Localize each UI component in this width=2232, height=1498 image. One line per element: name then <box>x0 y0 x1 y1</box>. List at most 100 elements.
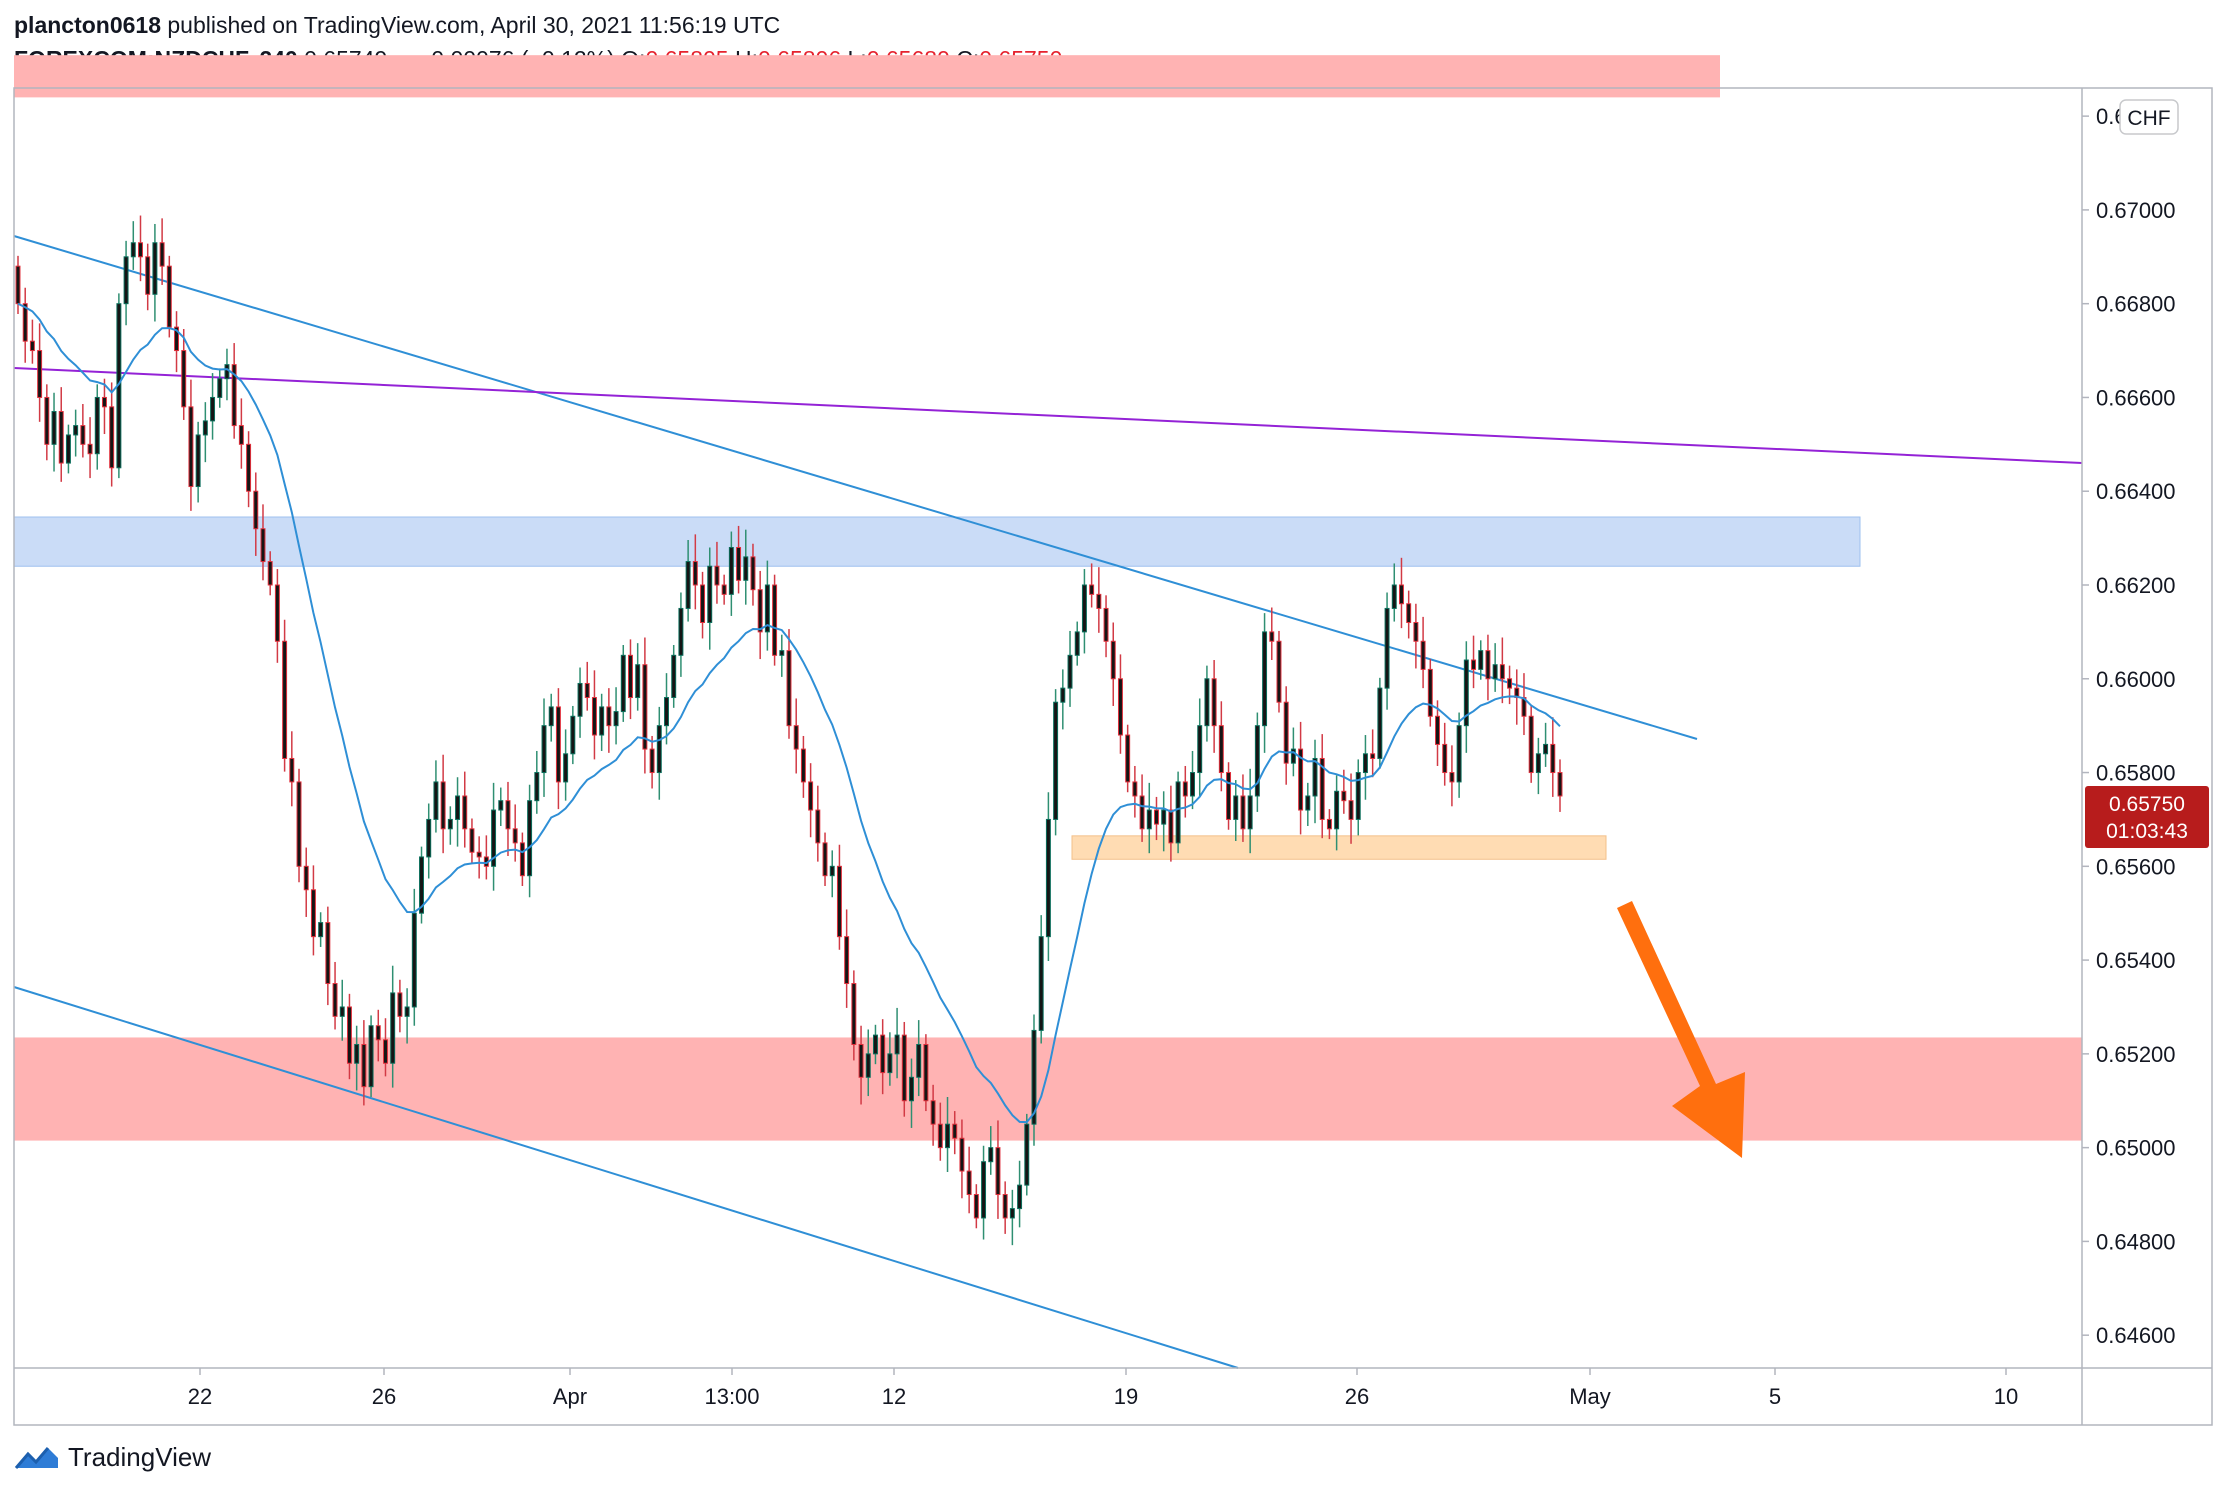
candle-body[interactable] <box>649 748 655 774</box>
candle-body[interactable] <box>1319 757 1325 820</box>
candle-body[interactable] <box>426 818 432 858</box>
candle-body[interactable] <box>1406 603 1412 624</box>
purple-trendline[interactable] <box>13 367 2083 464</box>
candle-body[interactable] <box>678 607 684 656</box>
candle-body[interactable] <box>1168 809 1174 844</box>
candle-body[interactable] <box>123 256 129 305</box>
candle-body[interactable] <box>1254 725 1260 797</box>
candle-body[interactable] <box>1420 640 1426 670</box>
candle-body[interactable] <box>591 697 597 736</box>
candle-body[interactable] <box>1211 678 1217 727</box>
candle-body[interactable] <box>101 396 107 408</box>
candle-body[interactable] <box>383 1039 388 1064</box>
candle-body[interactable] <box>966 1170 972 1196</box>
candle-body[interactable] <box>692 561 698 586</box>
upper-channel-line[interactable] <box>13 235 1698 740</box>
candle-body[interactable] <box>844 936 850 985</box>
candle-body[interactable] <box>800 748 806 783</box>
candle-body[interactable] <box>354 1043 360 1064</box>
candle-body[interactable] <box>1009 1208 1015 1219</box>
local-support-zone[interactable] <box>1071 835 1607 860</box>
candle-body[interactable] <box>1139 795 1145 830</box>
candle-body[interactable] <box>455 795 461 820</box>
candle-body[interactable] <box>1456 725 1462 783</box>
candle-body[interactable] <box>145 256 151 295</box>
candle-body[interactable] <box>411 912 417 1008</box>
candle-body[interactable] <box>714 565 720 586</box>
candle-body[interactable] <box>390 992 396 1064</box>
candle-body[interactable] <box>829 865 835 877</box>
candle-body[interactable] <box>1391 584 1397 609</box>
upper-resistance-zone[interactable] <box>14 55 1720 98</box>
candle-body[interactable] <box>37 350 43 398</box>
candle-body[interactable] <box>606 706 612 727</box>
candle-body[interactable] <box>750 556 756 591</box>
candle-body[interactable] <box>952 1123 958 1139</box>
candle-body[interactable] <box>65 434 71 464</box>
candle-body[interactable] <box>512 828 518 844</box>
candle-body[interactable] <box>152 242 158 295</box>
candle-body[interactable] <box>1117 678 1123 736</box>
price-axis[interactable]: 0.672000.670000.668000.666000.664000.662… <box>2082 104 2176 1348</box>
candle-body[interactable] <box>1413 622 1419 642</box>
candle-body[interactable] <box>642 664 648 750</box>
candle-body[interactable] <box>246 443 252 492</box>
blue-resistance-zone[interactable] <box>13 516 1861 567</box>
candle-body[interactable] <box>1089 584 1095 595</box>
candle-body[interactable] <box>166 265 172 328</box>
candle-body[interactable] <box>563 753 569 783</box>
candle-body[interactable] <box>1528 715 1534 774</box>
candle-body[interactable] <box>1218 725 1224 774</box>
candle-body[interactable] <box>981 1161 987 1219</box>
candle-body[interactable] <box>872 1034 878 1055</box>
candle-body[interactable] <box>1492 664 1498 680</box>
candle-body[interactable] <box>541 725 547 774</box>
candle-body[interactable] <box>498 800 504 811</box>
candle-body[interactable] <box>1442 743 1448 774</box>
candle-body[interactable] <box>1081 584 1087 633</box>
candle-body[interactable] <box>1226 772 1232 820</box>
candle-body[interactable] <box>217 378 223 398</box>
candle-body[interactable] <box>1298 748 1304 811</box>
candle-body[interactable] <box>1355 772 1361 820</box>
candle-body[interactable] <box>620 654 626 713</box>
candle-body[interactable] <box>1233 795 1239 820</box>
candle-body[interactable] <box>231 364 237 427</box>
candle-body[interactable] <box>1550 743 1556 774</box>
candle-body[interactable] <box>1435 715 1440 745</box>
candle-body[interactable] <box>267 561 273 586</box>
candle-body[interactable] <box>988 1147 994 1163</box>
candle-body[interactable] <box>1182 781 1188 797</box>
candle-body[interactable] <box>447 818 453 830</box>
candle-body[interactable] <box>346 1006 352 1064</box>
candle-body[interactable] <box>1175 781 1181 844</box>
candle-body[interactable] <box>51 411 57 445</box>
candle-body[interactable] <box>29 340 35 352</box>
candle-body[interactable] <box>73 425 79 436</box>
candle-body[interactable] <box>1276 640 1282 703</box>
candle-body[interactable] <box>995 1147 1001 1196</box>
candle-body[interactable] <box>815 809 821 844</box>
author-name[interactable]: plancton0618 <box>14 12 161 38</box>
candle-body[interactable] <box>253 490 259 530</box>
candle-body[interactable] <box>274 584 280 642</box>
candle-body[interactable] <box>945 1123 951 1149</box>
candle-body[interactable] <box>1074 631 1080 656</box>
candle-body[interactable] <box>462 795 468 830</box>
candle-body[interactable] <box>700 584 706 624</box>
candle-body[interactable] <box>599 706 605 736</box>
candle-body[interactable] <box>1362 753 1368 774</box>
candle-body[interactable] <box>851 983 857 1045</box>
candle-body[interactable] <box>764 584 770 633</box>
candle-body[interactable] <box>296 781 302 867</box>
candle-body[interactable] <box>685 561 691 609</box>
candle-body[interactable] <box>959 1137 965 1172</box>
candle-body[interactable] <box>1543 743 1549 755</box>
candle-body[interactable] <box>440 781 446 830</box>
candle-body[interactable] <box>174 326 180 352</box>
candle-body[interactable] <box>973 1194 979 1219</box>
candle-body[interactable] <box>397 992 403 1017</box>
candle-body[interactable] <box>1031 1029 1037 1125</box>
candle-body[interactable] <box>1197 725 1203 774</box>
candle-body[interactable] <box>1154 809 1159 825</box>
